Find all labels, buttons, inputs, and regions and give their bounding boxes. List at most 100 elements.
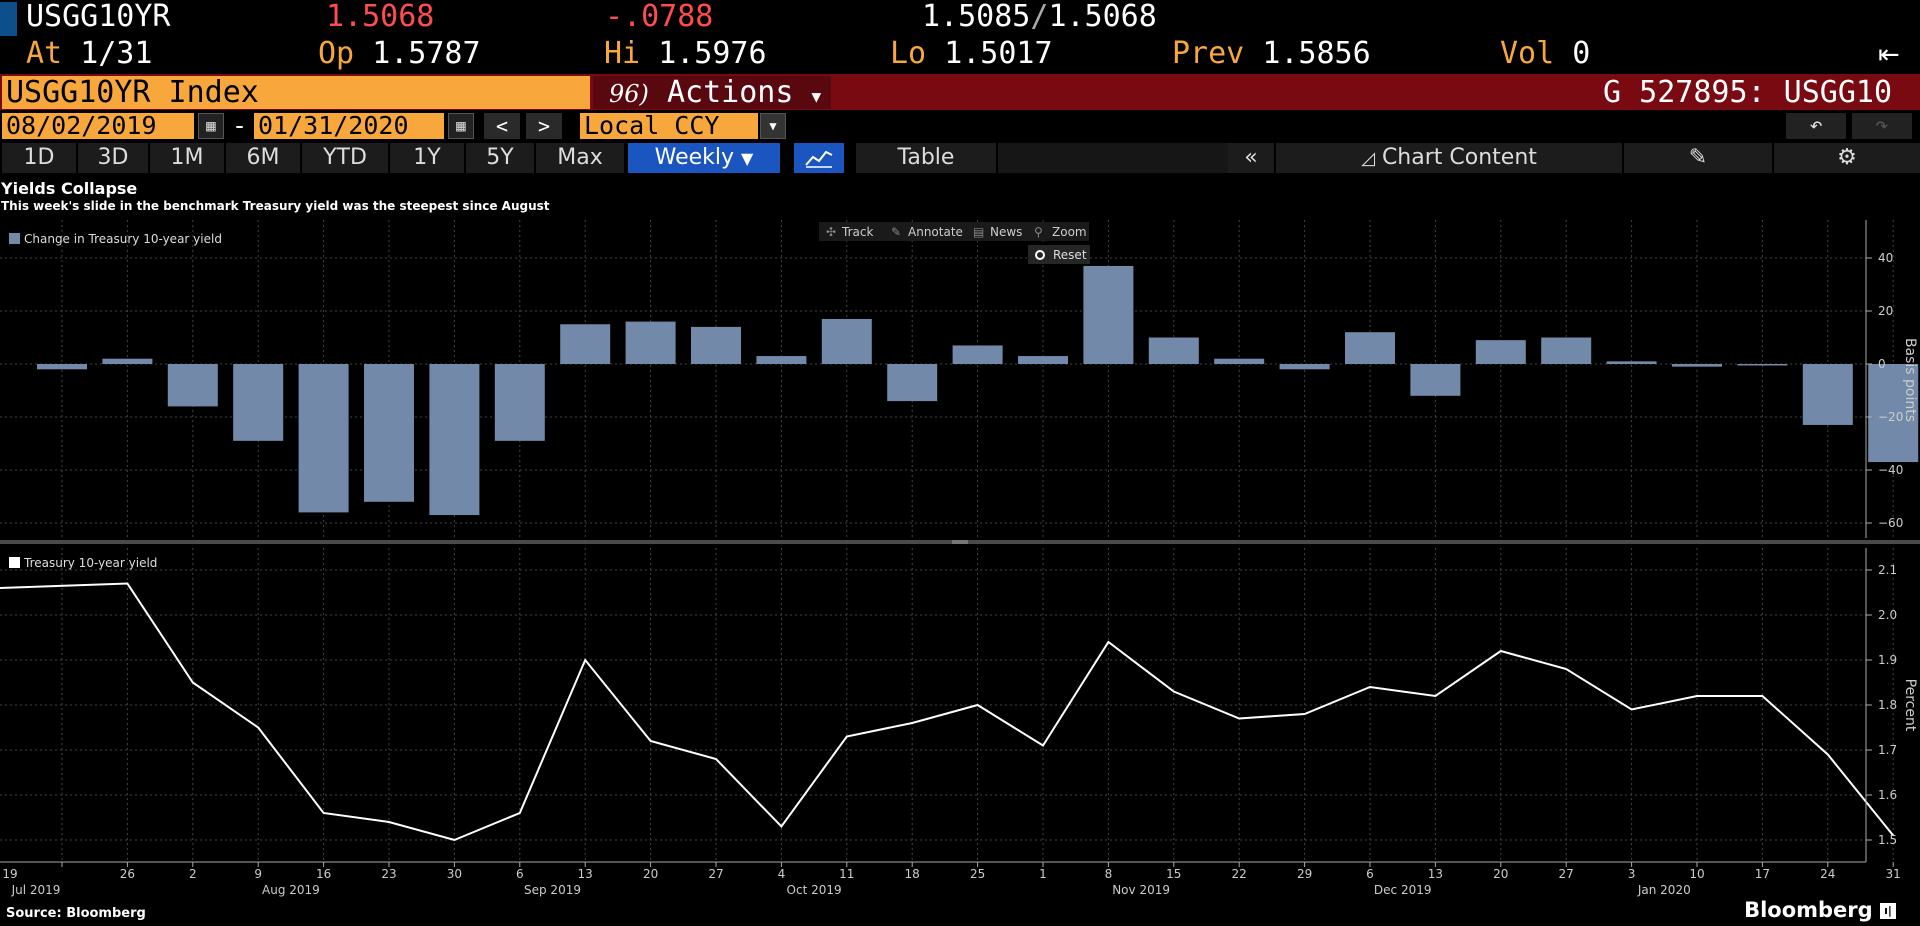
end-date-input[interactable]: 01/31/2020	[254, 113, 444, 139]
month-label: Jan 2020	[1637, 883, 1691, 897]
ytick-label-top: −20	[1878, 410, 1903, 424]
frequency-dropdown[interactable]: Weekly ▼	[628, 143, 780, 173]
tab-6m[interactable]: 6M	[226, 143, 300, 173]
at-stat: At 1/31	[26, 36, 153, 71]
calendar-icon[interactable]: ▦	[448, 113, 474, 139]
legend-label-change: Change in Treasury 10-year yield	[24, 232, 222, 246]
actions-menu-button[interactable]: 96) Actions ▼	[593, 76, 831, 109]
chart-content-button[interactable]: ◿ Chart Content	[1276, 143, 1622, 173]
bid-ask: 1.5085/1.5068	[922, 0, 1157, 34]
edit-chart-icon[interactable]: ✎	[1624, 143, 1772, 173]
xtick-label: 30	[447, 867, 462, 881]
annotate-tool[interactable]: Annotate	[908, 225, 963, 239]
track-icon[interactable]: ✣	[826, 225, 836, 239]
bar	[1672, 364, 1722, 367]
xtick-label: 27	[1559, 867, 1574, 881]
xtick-label: 22	[1232, 867, 1247, 881]
yield-chart[interactable]: 40 20 0 −20 −40 −60 2.1 2.0 1.9 1.8 1.7 1.6 1.5 Basis…	[0, 215, 1920, 905]
currency-select[interactable]: Local CCY	[580, 113, 758, 139]
xtick-label: 31	[1886, 867, 1901, 881]
table-button[interactable]: Table	[856, 143, 996, 173]
gear-icon[interactable]: ⚙	[1774, 143, 1920, 173]
next-period-button[interactable]: >	[526, 113, 562, 139]
ytick-label-top: −40	[1878, 463, 1903, 477]
legend-swatch-change	[9, 233, 20, 244]
tab-3d[interactable]: 3D	[78, 143, 148, 173]
volume-stat: Vol 0	[1500, 36, 1591, 71]
exit-icon[interactable]: ⇤	[1878, 40, 1900, 70]
reset-button[interactable]	[1028, 245, 1090, 264]
tab-ytd[interactable]: YTD	[302, 143, 388, 173]
zoom-tool[interactable]: Zoom	[1052, 225, 1087, 239]
y-axis-title-bottom: Percent	[1902, 679, 1918, 732]
prev-period-button[interactable]: <	[484, 113, 520, 139]
legend-swatch-yield	[9, 557, 20, 568]
zoom-icon[interactable]: ⚲	[1034, 225, 1043, 239]
security-title[interactable]: USGG10YR Index	[2, 76, 590, 109]
xtick-label: 27	[708, 867, 723, 881]
xtick-label: 19	[2, 867, 17, 881]
chart-labels: 40 20 0 −20 −40 −60 2.1 2.0 1.9 1.8 1.7 1.6 1.5 Basis…	[2, 251, 1918, 897]
high-stat: Hi 1.5976	[604, 36, 767, 71]
xtick-label: 16	[316, 867, 331, 881]
bar	[1475, 340, 1526, 364]
ytick-label-bottom: 1.8	[1878, 698, 1897, 712]
bar	[756, 356, 807, 364]
bar	[1345, 332, 1395, 364]
reset-icon[interactable]	[1035, 250, 1045, 260]
source-note: Source: Bloomberg	[6, 906, 146, 921]
xtick-label: 10	[1689, 867, 1704, 881]
month-label: Sep 2019	[524, 883, 581, 897]
month-label: Dec 2019	[1374, 883, 1432, 897]
bar	[429, 364, 480, 516]
bar	[1148, 337, 1199, 364]
line-series	[0, 582, 1894, 842]
chart-type-line-icon[interactable]	[794, 143, 844, 173]
tab-1m[interactable]: 1M	[150, 143, 224, 173]
redo-icon[interactable]: ↷	[1852, 113, 1912, 139]
bloomberg-logo: Bloomberg ı|	[1744, 898, 1896, 922]
annotate-icon[interactable]: ✎	[891, 225, 901, 239]
news-icon[interactable]: ▤	[973, 225, 984, 239]
bar	[1214, 358, 1265, 364]
month-label: Jul 2019	[11, 883, 61, 897]
legend-label-yield: Treasury 10-year yield	[23, 556, 157, 570]
reset-label[interactable]: Reset	[1053, 248, 1087, 262]
xtick-label: 25	[970, 867, 985, 881]
ytick-label-bottom: 1.9	[1878, 653, 1897, 667]
xtick-label: 6	[516, 867, 524, 881]
ticker: USGG10YR	[26, 0, 171, 34]
calendar-icon[interactable]: ▦	[198, 113, 224, 139]
xtick-label: 24	[1820, 867, 1835, 881]
month-label: Nov 2019	[1112, 883, 1170, 897]
bar	[233, 364, 284, 441]
bar	[167, 364, 218, 407]
news-tool[interactable]: News	[990, 225, 1022, 239]
undo-icon[interactable]: ↶	[1786, 113, 1846, 139]
tab-max[interactable]: Max	[536, 143, 624, 173]
tab-1d[interactable]: 1D	[2, 143, 76, 173]
track-tool[interactable]: Track	[841, 225, 873, 239]
ytick-label-bottom: 1.7	[1878, 743, 1897, 757]
bar	[1410, 364, 1461, 396]
chevron-down-icon: ▼	[811, 87, 822, 106]
bar	[952, 345, 1003, 364]
chevron-down-icon[interactable]: ▼	[760, 113, 786, 139]
bar	[1737, 364, 1788, 366]
chart-subtitle: This week's slide in the benchmark Treas…	[1, 199, 550, 213]
bar	[560, 324, 611, 364]
xtick-label: 9	[254, 867, 262, 881]
start-date-input[interactable]: 08/02/2019	[2, 113, 194, 139]
collapse-panel-icon[interactable]: «	[1228, 143, 1274, 173]
tab-5y[interactable]: 5Y	[466, 143, 534, 173]
divider-handle[interactable]	[952, 540, 968, 544]
xtick-label: 11	[839, 867, 854, 881]
bar	[298, 364, 349, 513]
tab-1y[interactable]: 1Y	[390, 143, 464, 173]
bar	[625, 321, 676, 364]
bar	[102, 358, 153, 364]
bar	[1868, 364, 1919, 463]
chart-content-icon: ◿	[1361, 148, 1375, 169]
bar	[1279, 364, 1330, 370]
ticker-color-block	[0, 2, 17, 36]
